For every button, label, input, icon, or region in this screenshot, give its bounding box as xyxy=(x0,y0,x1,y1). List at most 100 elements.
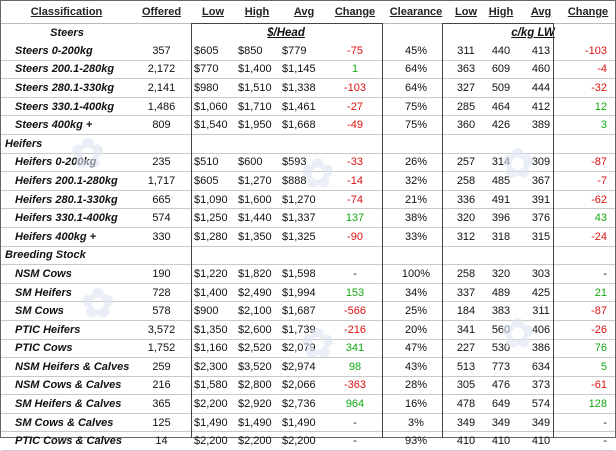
row-avg-ckg: 406 xyxy=(521,320,561,340)
row-change-ckg: -7 xyxy=(561,171,615,191)
table-row: NSM Heifers & Calves 259 $2,300 $3,520 $2,97… xyxy=(1,357,615,377)
row-avg: $1,325 xyxy=(279,227,329,247)
row-clearance: 21% xyxy=(381,190,451,210)
row-high-ckg: 489 xyxy=(481,283,521,303)
spacer xyxy=(235,246,279,266)
row-low: $605 xyxy=(191,42,235,61)
row-high: $1,950 xyxy=(235,115,279,135)
row-offered: 190 xyxy=(132,264,191,284)
row-change: -27 xyxy=(329,97,381,117)
row-low-ckg: 341 xyxy=(451,320,481,340)
row-avg: $2,974 xyxy=(279,357,329,377)
row-offered: 665 xyxy=(132,190,191,210)
row-clearance: 100% xyxy=(381,264,451,284)
row-clearance: 38% xyxy=(381,208,451,228)
unit-head: $/Head xyxy=(267,27,305,39)
section-title: Steers xyxy=(50,27,84,39)
row-low-ckg: 312 xyxy=(451,227,481,247)
row-change: -90 xyxy=(329,227,381,247)
row-clearance: 25% xyxy=(381,301,451,321)
row-low: $980 xyxy=(191,78,235,98)
row-offered: 1,752 xyxy=(132,339,191,359)
row-avg-ckg: 311 xyxy=(521,301,561,321)
row-high: $1,820 xyxy=(235,264,279,284)
row-offered: 1,486 xyxy=(132,97,191,117)
row-high: $1,490 xyxy=(235,413,279,433)
row-avg-ckg: 412 xyxy=(521,97,561,117)
header-high: High xyxy=(235,1,279,24)
row-low-ckg: 478 xyxy=(451,394,481,414)
row-avg-ckg: 389 xyxy=(521,115,561,135)
header-low: Low xyxy=(191,1,235,24)
row-offered: 235 xyxy=(132,153,191,173)
row-change-ckg: 5 xyxy=(561,357,615,377)
row-low-ckg: 285 xyxy=(451,97,481,117)
row-high: $1,600 xyxy=(235,190,279,210)
row-low-ckg: 360 xyxy=(451,115,481,135)
row-classification: SM Cows & Calves xyxy=(1,413,132,433)
row-clearance: 34% xyxy=(381,283,451,303)
row-low-ckg: 305 xyxy=(451,376,481,396)
row-high: $2,490 xyxy=(235,283,279,303)
spacer xyxy=(381,24,451,43)
row-clearance: 64% xyxy=(381,78,451,98)
section-title: Breeding Stock xyxy=(1,246,132,266)
spacer xyxy=(132,134,191,154)
row-change: -33 xyxy=(329,153,381,173)
row-change-ckg: - xyxy=(561,413,615,433)
row-change: 964 xyxy=(329,394,381,414)
row-low-ckg: 336 xyxy=(451,190,481,210)
row-high: $600 xyxy=(235,153,279,173)
row-high-ckg: 320 xyxy=(481,264,521,284)
row-avg: $1,687 xyxy=(279,301,329,321)
row-clearance: 26% xyxy=(381,153,451,173)
spacer xyxy=(191,246,235,266)
table-row: Steers 400kg +809 $1,540 $1,950 $1,668 -49 75… xyxy=(1,115,615,135)
section-row: Breeding Stock xyxy=(1,246,615,266)
row-offered: 216 xyxy=(132,376,191,396)
row-classification: SM Cows xyxy=(1,301,132,321)
row-classification: Steers 0-200kg xyxy=(1,42,132,61)
row-avg-ckg: 376 xyxy=(521,208,561,228)
table-row: NSM Cows 190 $1,220 $1,820 $1,598-100% 258 320… xyxy=(1,264,615,284)
header-high-ckg: High xyxy=(481,1,521,24)
row-clearance: 93% xyxy=(381,431,451,451)
row-classification: NSM Cows & Calves xyxy=(1,376,132,396)
row-offered: 3,572 xyxy=(132,320,191,340)
row-change: -363 xyxy=(329,376,381,396)
row-change-ckg: - xyxy=(561,431,615,451)
row-high: $2,920 xyxy=(235,394,279,414)
row-low-ckg: 363 xyxy=(451,60,481,80)
row-change: -566 xyxy=(329,301,381,321)
row-classification: NSM Cows xyxy=(1,264,132,284)
row-low: $1,220 xyxy=(191,264,235,284)
row-low: $1,090 xyxy=(191,190,235,210)
row-change-ckg: - xyxy=(561,264,615,284)
row-avg: $1,145 xyxy=(279,60,329,80)
row-change: 137 xyxy=(329,208,381,228)
row-avg-ckg: 460 xyxy=(521,60,561,80)
row-change-ckg: 128 xyxy=(561,394,615,414)
row-change-ckg: -61 xyxy=(561,376,615,396)
row-avg: $1,739 xyxy=(279,320,329,340)
row-clearance: 75% xyxy=(381,115,451,135)
row-change-ckg: -87 xyxy=(561,301,615,321)
row-classification: Steers 200.1-280kg xyxy=(1,60,132,80)
row-avg: $593 xyxy=(279,153,329,173)
row-change: 341 xyxy=(329,339,381,359)
unit-ckg: c/kg LW xyxy=(511,27,555,39)
table-row: Heifers 400kg +330 $1,280 $1,350 $1,325 -90 3… xyxy=(1,227,615,247)
row-change: -216 xyxy=(329,320,381,340)
row-change: -103 xyxy=(329,78,381,98)
table-row: PTIC Cows & Calves 14 $2,200 $2,200 $2,200-9… xyxy=(1,431,615,451)
spacer xyxy=(451,134,481,154)
row-classification: Heifers 330.1-400kg xyxy=(1,208,132,228)
row-offered: 578 xyxy=(132,301,191,321)
row-high: $2,800 xyxy=(235,376,279,396)
table-row: SM Heifers 728 $1,400 $2,490 $1,994 153 34% 337… xyxy=(1,283,615,303)
row-classification: Heifers 280.1-330kg xyxy=(1,190,132,210)
row-high-ckg: 440 xyxy=(481,42,521,61)
row-avg: $888 xyxy=(279,171,329,191)
row-low: $1,580 xyxy=(191,376,235,396)
row-clearance: 3% xyxy=(381,413,451,433)
